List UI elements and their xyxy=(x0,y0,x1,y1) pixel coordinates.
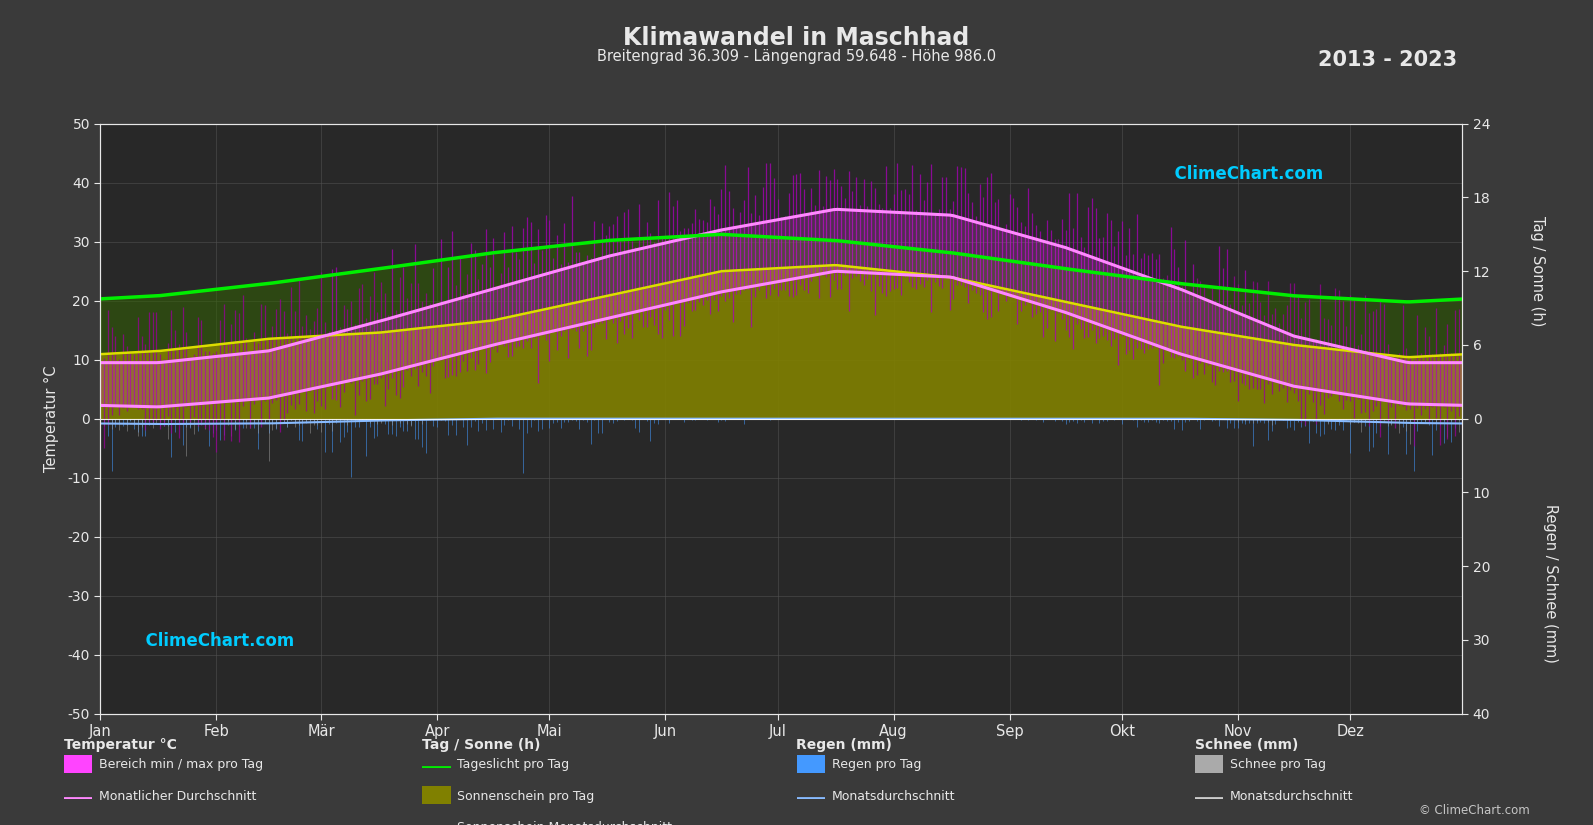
Text: Monatsdurchschnitt: Monatsdurchschnitt xyxy=(1230,790,1354,803)
Text: Bereich min / max pro Tag: Bereich min / max pro Tag xyxy=(99,758,263,771)
Text: Temperatur °C: Temperatur °C xyxy=(64,738,177,752)
Text: Tageslicht pro Tag: Tageslicht pro Tag xyxy=(457,758,569,771)
Text: Sonnenschein pro Tag: Sonnenschein pro Tag xyxy=(457,790,594,803)
Text: Monatsdurchschnitt: Monatsdurchschnitt xyxy=(832,790,956,803)
Text: 2013 - 2023: 2013 - 2023 xyxy=(1319,50,1458,69)
Text: © ClimeChart.com: © ClimeChart.com xyxy=(1418,804,1529,817)
Text: Regen (mm): Regen (mm) xyxy=(796,738,892,752)
Text: Sonnenschein Monatsdurchschnitt: Sonnenschein Monatsdurchschnitt xyxy=(457,821,672,825)
Text: Klimawandel in Maschhad: Klimawandel in Maschhad xyxy=(623,26,970,50)
Text: Tag / Sonne (h): Tag / Sonne (h) xyxy=(422,738,540,752)
Text: Regen / Schnee (mm): Regen / Schnee (mm) xyxy=(1544,504,1558,663)
Text: Monatlicher Durchschnitt: Monatlicher Durchschnitt xyxy=(99,790,256,803)
Y-axis label: Temperatur °C: Temperatur °C xyxy=(45,365,59,472)
Text: Schnee pro Tag: Schnee pro Tag xyxy=(1230,758,1325,771)
Text: Schnee (mm): Schnee (mm) xyxy=(1195,738,1298,752)
Text: Breitengrad 36.309 - Längengrad 59.648 - Höhe 986.0: Breitengrad 36.309 - Längengrad 59.648 -… xyxy=(597,50,996,64)
Text: Tag / Sonne (h): Tag / Sonne (h) xyxy=(1529,216,1545,327)
Text: Regen pro Tag: Regen pro Tag xyxy=(832,758,921,771)
Text: ClimeChart.com: ClimeChart.com xyxy=(1163,165,1322,183)
Text: ClimeChart.com: ClimeChart.com xyxy=(134,632,295,650)
